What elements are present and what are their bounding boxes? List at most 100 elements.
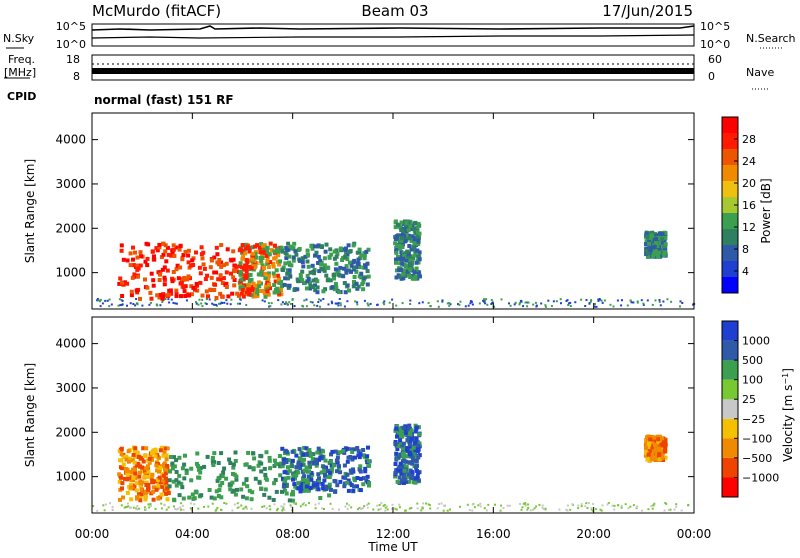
data-cell — [416, 425, 421, 430]
data-cell — [330, 467, 335, 472]
data-cell — [143, 495, 148, 499]
data-cell — [153, 479, 158, 484]
data-cell — [251, 451, 256, 456]
data-cell — [313, 288, 318, 293]
speckle-point — [590, 508, 593, 511]
data-cell — [294, 252, 299, 257]
colorbar-tick-label: 28 — [742, 133, 756, 146]
data-cell — [406, 479, 411, 484]
data-cell — [256, 463, 261, 468]
data-cell — [408, 275, 413, 279]
data-cell — [398, 438, 403, 443]
data-cell — [249, 266, 254, 271]
data-cell — [136, 461, 141, 466]
data-cell — [650, 230, 655, 235]
data-cell — [306, 264, 311, 269]
data-cell — [342, 266, 346, 271]
data-cell — [274, 462, 278, 466]
data-cell — [194, 281, 199, 286]
speckle-point — [215, 508, 218, 511]
nave-label: Nave — [746, 66, 774, 79]
data-cell — [168, 469, 172, 474]
data-cell — [216, 494, 221, 498]
data-cell — [306, 474, 311, 479]
data-cell — [177, 455, 182, 460]
data-cell — [156, 270, 161, 275]
data-cell — [361, 277, 366, 282]
data-cell — [405, 446, 410, 451]
speckle-point — [167, 506, 170, 509]
data-cell — [136, 274, 140, 279]
data-cell — [251, 251, 256, 256]
data-cell — [265, 249, 270, 254]
data-cell — [221, 276, 226, 281]
data-cell — [191, 285, 196, 290]
speckle-point — [457, 303, 459, 306]
speckle-point — [681, 302, 684, 304]
speckle-point — [168, 301, 171, 304]
data-cell — [254, 283, 259, 288]
data-cell — [262, 492, 267, 497]
data-cell — [294, 473, 299, 478]
data-cell — [662, 252, 667, 257]
speckle-point — [544, 304, 547, 307]
data-cell — [357, 247, 362, 252]
data-cell — [284, 491, 289, 496]
data-cell — [354, 269, 359, 274]
data-cell — [408, 262, 413, 266]
data-cell — [266, 265, 271, 269]
speckle-point — [343, 305, 346, 308]
data-cell — [322, 465, 327, 470]
speckle-point — [680, 509, 683, 512]
data-cell — [128, 482, 133, 487]
speckle-point — [111, 508, 114, 511]
data-cell — [414, 459, 419, 464]
data-cell — [286, 458, 291, 463]
data-cell — [395, 244, 400, 249]
data-cell — [415, 236, 420, 241]
data-cell — [178, 265, 183, 270]
data-cell — [350, 447, 354, 452]
speckle-point — [337, 302, 340, 305]
data-cell — [407, 442, 412, 447]
data-cell — [329, 252, 334, 257]
data-cell — [401, 441, 406, 446]
data-cell — [152, 257, 157, 262]
data-cell — [295, 287, 300, 292]
data-cell — [394, 275, 399, 280]
data-cell — [143, 489, 148, 494]
data-cell — [657, 434, 662, 439]
data-cell — [169, 291, 174, 296]
speckle-point — [521, 506, 524, 509]
velocity-ylabel: Slant Range [km] — [23, 363, 37, 467]
data-cell — [174, 478, 179, 483]
data-cell — [263, 487, 268, 492]
speckle-point — [283, 508, 286, 511]
colorbar-swatch — [722, 360, 738, 380]
data-cell — [277, 276, 281, 281]
data-cell — [152, 254, 156, 259]
data-cell — [655, 434, 660, 439]
data-cell — [303, 280, 308, 285]
data-cell — [305, 252, 310, 257]
data-cell — [301, 476, 305, 481]
speckle-point — [143, 506, 146, 509]
data-cell — [225, 247, 230, 252]
speckle-point — [203, 505, 205, 508]
speckle-point — [408, 507, 411, 510]
data-cell — [156, 455, 161, 460]
data-cell — [218, 291, 223, 296]
data-cell — [199, 252, 204, 257]
data-cell — [323, 473, 327, 477]
data-cell — [181, 285, 186, 290]
data-cell — [217, 258, 222, 262]
data-cell — [416, 221, 421, 226]
data-cell — [273, 478, 278, 482]
data-cell — [283, 261, 288, 266]
data-cell — [127, 475, 131, 480]
speckle-point — [281, 509, 284, 512]
speckle-point — [524, 503, 527, 506]
data-cell — [271, 262, 276, 266]
speckle-point — [471, 509, 474, 512]
